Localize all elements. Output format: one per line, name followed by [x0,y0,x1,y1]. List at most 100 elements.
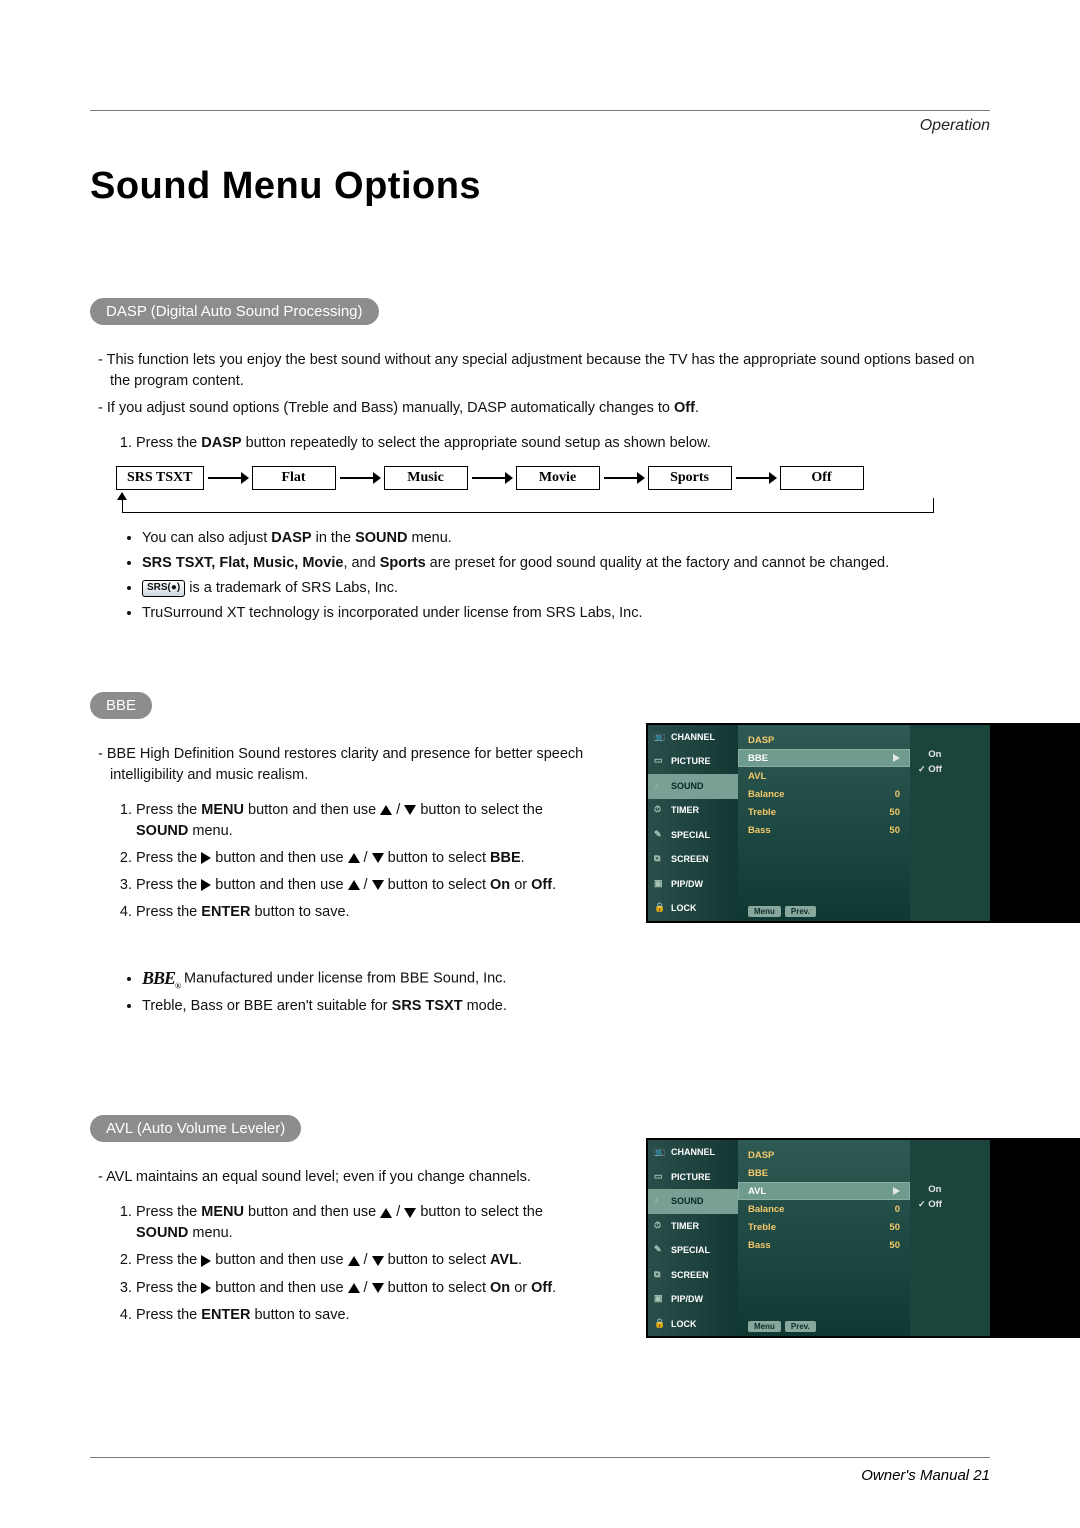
osd-menu-item: ⧉SCREEN [648,1263,738,1288]
flow-box: Movie [516,466,600,490]
flow-box: Off [780,466,864,490]
avl-intro: AVL maintains an equal sound level; even… [90,1167,594,1188]
sound-icon: ♪ [654,780,666,792]
flow-loopback [116,498,990,520]
bbe-logo-icon: BBE® [142,965,180,992]
picture-icon: ▭ [654,755,666,767]
avl-steps: Press the MENU button and then use / but… [90,1202,594,1325]
osd-row-highlight: BBE [738,749,910,767]
timer-icon: ⏱ [654,1220,666,1232]
right-arrow-icon [201,1282,211,1294]
osd-footer-btn: Menu [748,906,781,917]
right-arrow-icon [201,852,211,864]
dasp-steps: Press the DASP button repeatedly to sele… [90,433,990,454]
osd-menu-item: ▭PICTURE [648,750,738,775]
osd-option: ✓ Off [918,764,982,775]
dasp-intro: This function lets you enjoy the best so… [90,350,990,419]
sound-icon: ♪ [654,1195,666,1207]
footer-text: Owner's Manual 21 [861,1467,990,1484]
section-pill-avl: AVL (Auto Volume Leveler) [90,1115,301,1142]
arrow-icon [468,470,516,486]
pip-icon: ▣ [654,878,666,890]
srs-logo-icon: SRS(●) [142,580,185,597]
screen-icon: ⧉ [654,853,666,865]
flow-box: SRS TSXT [116,466,204,490]
dasp-flow: SRS TSXT Flat Music Movie Sports Off [116,466,990,490]
special-icon: ✎ [654,1244,666,1256]
osd-menu-item: ▣PIP/DW [648,1287,738,1312]
footer-rule [90,1457,990,1458]
osd-bbe: 📺CHANNEL ▭PICTURE ♪SOUND ⏱TIMER ✎SPECIAL… [646,723,1080,923]
osd-menu-item: ▭PICTURE [648,1165,738,1190]
down-arrow-icon [404,805,416,815]
osd-footer-btn: Prev. [785,906,816,917]
picture-icon: ▭ [654,1171,666,1183]
right-arrow-icon [201,879,211,891]
up-arrow-icon [348,1283,360,1293]
arrow-icon [336,470,384,486]
osd-menu-item: 🔒LOCK [648,897,738,922]
osd-menu-item: ⏱TIMER [648,1214,738,1239]
osd-menu-item: ✎SPECIAL [648,823,738,848]
osd-row-highlight: AVL [738,1182,910,1200]
flow-box: Music [384,466,468,490]
down-arrow-icon [372,880,384,890]
osd-row: DASP [748,1146,900,1164]
osd-row: Treble50 [748,803,900,821]
osd-row: Balance0 [748,785,900,803]
down-arrow-icon [404,1208,416,1218]
bbe-intro: BBE High Definition Sound restores clari… [90,744,594,786]
top-rule [90,110,990,111]
osd-row: Bass50 [748,821,900,839]
up-arrow-icon [380,805,392,815]
osd-row: Treble50 [748,1218,900,1236]
osd-row: Balance0 [748,1200,900,1218]
page-title: Sound Menu Options Sound Menu Options [90,165,990,208]
osd-footer-btn: Prev. [785,1321,816,1332]
up-arrow-icon [380,1208,392,1218]
up-arrow-icon [348,853,360,863]
osd-avl: 📺CHANNEL ▭PICTURE ♪SOUND ⏱TIMER ✎SPECIAL… [646,1138,1080,1338]
down-arrow-icon [372,1256,384,1266]
bbe-foot-bullets: BBE® Manufactured under license from BBE… [90,965,594,1017]
osd-menu-item: ▣PIP/DW [648,872,738,897]
osd-row: DASP [748,731,900,749]
play-arrow-icon [893,754,900,762]
flow-box: Sports [648,466,732,490]
timer-icon: ⏱ [654,804,666,816]
arrow-icon [732,470,780,486]
section-pill-bbe: BBE [90,692,152,719]
down-arrow-icon [372,1283,384,1293]
osd-option: ✓ On [918,749,982,760]
down-arrow-icon [372,853,384,863]
osd-footer-btn: Menu [748,1321,781,1332]
bbe-steps: Press the MENU button and then use / but… [90,800,594,923]
osd-option: ✓ On [918,1184,982,1195]
flow-box: Flat [252,466,336,490]
osd-menu-item: 📺CHANNEL [648,1140,738,1165]
osd-row: Bass50 [748,1236,900,1254]
pip-icon: ▣ [654,1293,666,1305]
osd-menu-item: 🔒LOCK [648,1312,738,1337]
lock-icon: 🔒 [654,902,666,914]
channel-icon: 📺 [654,1146,666,1158]
osd-menu-item: ⧉SCREEN [648,848,738,873]
osd-row: AVL [748,767,900,785]
channel-icon: 📺 [654,731,666,743]
osd-option: ✓ Off [918,1199,982,1210]
special-icon: ✎ [654,829,666,841]
up-arrow-icon [348,880,360,890]
osd-menu-item: 📺CHANNEL [648,725,738,750]
header-operation: Operation [90,117,990,135]
osd-menu-item-active: ♪SOUND [648,774,738,799]
osd-row: BBE [748,1164,900,1182]
section-pill-dasp: DASP (Digital Auto Sound Processing) [90,298,379,325]
right-arrow-icon [201,1255,211,1267]
osd-menu-item: ⏱TIMER [648,799,738,824]
osd-menu-item-active: ♪SOUND [648,1189,738,1214]
lock-icon: 🔒 [654,1318,666,1330]
arrow-icon [600,470,648,486]
up-arrow-icon [348,1256,360,1266]
screen-icon: ⧉ [654,1269,666,1281]
dasp-bullets: You can also adjust DASP in the SOUND me… [90,528,990,624]
